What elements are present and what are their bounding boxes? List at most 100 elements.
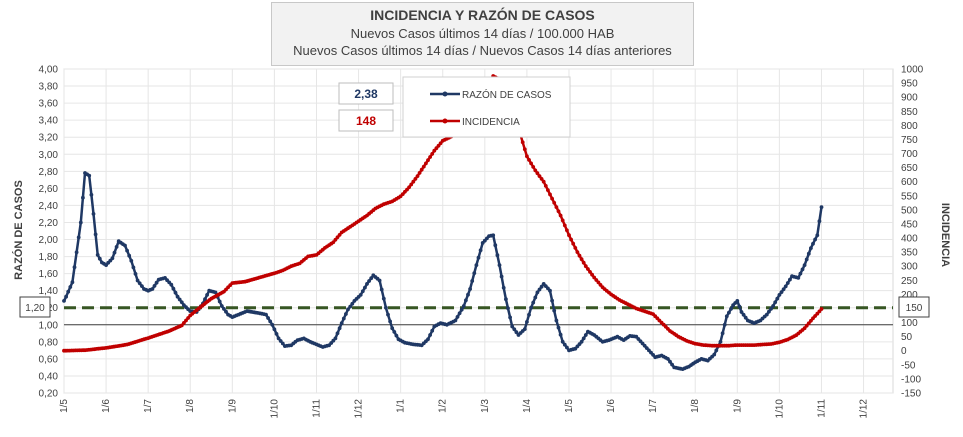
ratio-point <box>276 336 281 341</box>
right-tick-label: 450 <box>901 219 918 230</box>
current-ratio-box <box>338 82 394 105</box>
incidence-point <box>543 184 548 188</box>
ratio-point <box>771 304 775 308</box>
ratio-point <box>360 289 365 294</box>
ratio-point <box>95 253 100 257</box>
incidence-point <box>438 141 443 146</box>
ratio-point <box>533 295 538 300</box>
ratio-point <box>173 290 178 295</box>
ratio-point <box>548 288 552 293</box>
right-tick-label: 850 <box>901 107 918 118</box>
ratio-point <box>783 284 788 289</box>
ratio-point <box>767 309 771 314</box>
ratio-point <box>491 233 496 238</box>
ratio-point <box>135 278 140 283</box>
ratio-point <box>554 318 559 323</box>
right-tick-label: -100 <box>901 374 921 385</box>
incidence-point <box>535 171 540 176</box>
incidence-point <box>541 179 546 184</box>
incidence-point <box>806 321 811 326</box>
ratio-point <box>556 325 561 330</box>
ratio-point <box>506 306 510 311</box>
left-tick-label: 0,80 <box>39 337 59 348</box>
ratio-point <box>346 307 350 312</box>
ratio-point <box>508 315 512 320</box>
ratio-point <box>800 267 805 272</box>
incidence-point <box>331 240 336 245</box>
ratio-point <box>552 308 557 313</box>
ratio-point <box>813 237 817 242</box>
incidence-point <box>426 158 430 163</box>
ratio-point <box>729 307 733 311</box>
ratio-point <box>529 305 533 310</box>
ratio-point <box>268 319 273 324</box>
ratio-point <box>74 250 79 255</box>
ratio-point <box>472 271 477 275</box>
left-axis-label: RAZÓN DE CASOS <box>12 180 25 280</box>
incidence-point <box>809 318 813 323</box>
ratio-point <box>666 357 670 361</box>
incidence-point <box>590 272 594 277</box>
chart-subtitle-incidence: Nuevos Casos últimos 14 días / 100.000 H… <box>350 26 615 41</box>
incidence-point <box>552 200 557 205</box>
left-axis-ticks: 0,200,400,600,801,001,201,401,601,802,00… <box>39 65 59 400</box>
left-tick-label: 3,40 <box>39 116 59 127</box>
ratio-point <box>264 312 268 317</box>
left-tick-label: 1,60 <box>39 269 59 280</box>
legend-incidence-label: INCIDENCIA <box>462 117 520 128</box>
incidence-point <box>184 318 188 323</box>
x-tick-label: 1/8 <box>185 399 196 413</box>
ratio-point <box>169 282 174 287</box>
left-tick-label: 1,00 <box>39 320 59 331</box>
incidence-point <box>571 241 576 246</box>
incidence-point <box>522 147 527 152</box>
x-tick-label: 1/7 <box>648 399 659 413</box>
ratio-point <box>478 248 483 253</box>
ratio-point <box>535 290 540 295</box>
right-tick-label: 950 <box>901 79 918 90</box>
ratio-point <box>720 331 725 336</box>
ratio-point <box>278 339 283 343</box>
ratio-point <box>727 310 731 315</box>
ratio-point <box>131 265 136 270</box>
ratio-point <box>154 280 159 285</box>
incidence-point <box>525 154 529 159</box>
incidence-point <box>539 177 544 181</box>
ratio-point <box>453 318 458 323</box>
incidence-point <box>567 233 571 238</box>
right-tick-label: 900 <box>901 93 918 104</box>
ratio-point <box>741 312 746 317</box>
incidence-point <box>556 209 561 214</box>
ratio-point <box>796 276 801 280</box>
ratio-point <box>89 192 94 197</box>
ratio-point <box>497 263 502 267</box>
ratio-point <box>137 281 142 286</box>
ratio-point <box>390 326 395 331</box>
ratio-point <box>539 284 544 289</box>
right-tick-label: -50 <box>901 360 916 371</box>
ratio-point <box>175 294 180 299</box>
ratio-point <box>280 341 285 346</box>
ratio-point <box>785 281 790 285</box>
ratio-point <box>274 332 279 336</box>
incidence-point <box>548 192 552 197</box>
ratio-point <box>499 274 504 279</box>
ratio-point <box>510 324 515 329</box>
incidence-point <box>573 246 578 250</box>
ratio-point <box>461 304 466 308</box>
ratio-point <box>735 299 740 303</box>
x-tick-label: 1/9 <box>227 399 238 413</box>
legend-ratio-label: RAZÓN DE CASOS <box>462 88 552 101</box>
ratio-point <box>739 310 744 314</box>
right-tick-label: 300 <box>901 262 918 273</box>
ratio-point <box>266 316 270 320</box>
legend-frame <box>402 76 571 138</box>
ratio-point <box>718 339 723 344</box>
ratio-point <box>272 327 277 332</box>
ratio-point <box>779 290 784 294</box>
ratio-point <box>344 312 348 316</box>
ratio-point <box>93 232 98 237</box>
ratio-point <box>806 251 811 256</box>
incidence-point <box>562 223 567 228</box>
ratio-point <box>724 314 729 319</box>
